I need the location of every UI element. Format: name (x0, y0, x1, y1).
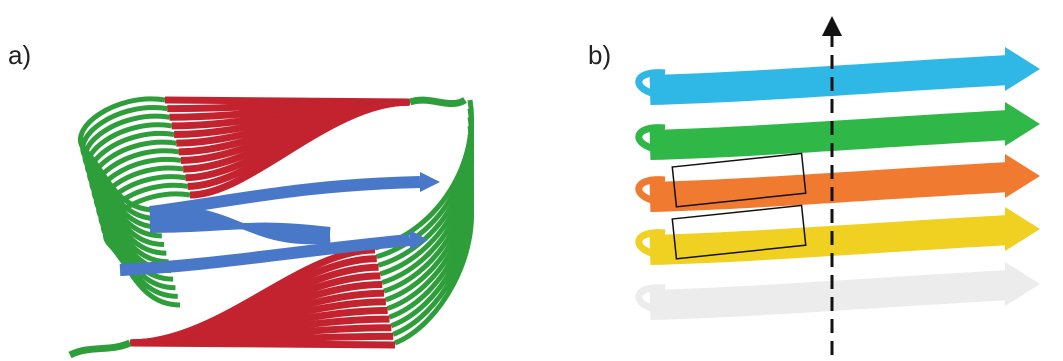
arrowhead (1005, 102, 1040, 146)
strand (650, 177, 1010, 197)
strand (650, 125, 1010, 145)
loop (70, 343, 130, 355)
arrowhead (822, 16, 842, 36)
arrowhead (420, 172, 440, 192)
arrowhead (1005, 262, 1040, 306)
panel-label: b) (588, 40, 611, 70)
strand (650, 230, 1010, 250)
panel-a-structure (70, 99, 472, 355)
loop (410, 100, 465, 104)
panel-label: a) (8, 40, 31, 70)
figure: a) b) (0, 0, 1063, 361)
arrowhead (1005, 47, 1040, 91)
arrowhead (1005, 207, 1040, 251)
page: a) b) (() => { const data = JSON.parse(d… (0, 0, 1063, 361)
panel-b-structure (639, 16, 1040, 355)
strand (650, 70, 1010, 90)
strand (650, 285, 1010, 305)
arrowhead (1005, 154, 1040, 198)
